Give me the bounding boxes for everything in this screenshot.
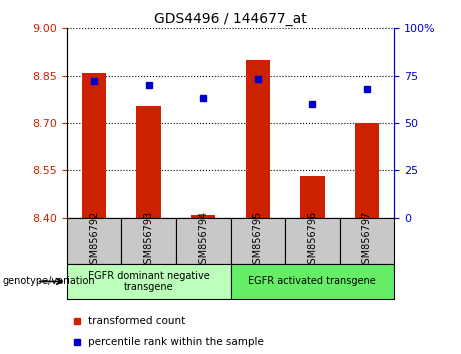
Bar bbox=[230, 264, 394, 299]
Text: GSM856795: GSM856795 bbox=[253, 211, 263, 270]
Bar bbox=[355, 123, 379, 218]
Bar bbox=[285, 218, 340, 264]
Bar bbox=[230, 218, 285, 264]
Text: transformed count: transformed count bbox=[88, 316, 185, 326]
Text: GSM856794: GSM856794 bbox=[198, 211, 208, 270]
Title: GDS4496 / 144677_at: GDS4496 / 144677_at bbox=[154, 12, 307, 26]
Bar bbox=[176, 218, 230, 264]
Bar bbox=[121, 218, 176, 264]
Bar bbox=[191, 215, 215, 218]
Bar bbox=[82, 73, 106, 218]
Bar bbox=[340, 218, 394, 264]
Text: genotype/variation: genotype/variation bbox=[2, 276, 95, 286]
Text: GSM856792: GSM856792 bbox=[89, 211, 99, 270]
Bar bbox=[67, 264, 230, 299]
Bar bbox=[67, 218, 121, 264]
Text: GSM856796: GSM856796 bbox=[307, 211, 317, 270]
Text: EGFR dominant negative
transgene: EGFR dominant negative transgene bbox=[88, 270, 210, 292]
Bar bbox=[136, 105, 161, 218]
Bar bbox=[246, 60, 270, 218]
Bar bbox=[300, 176, 325, 218]
Text: GSM856793: GSM856793 bbox=[144, 211, 154, 270]
Text: EGFR activated transgene: EGFR activated transgene bbox=[248, 276, 376, 286]
Text: percentile rank within the sample: percentile rank within the sample bbox=[88, 337, 264, 347]
Text: GSM856797: GSM856797 bbox=[362, 211, 372, 270]
